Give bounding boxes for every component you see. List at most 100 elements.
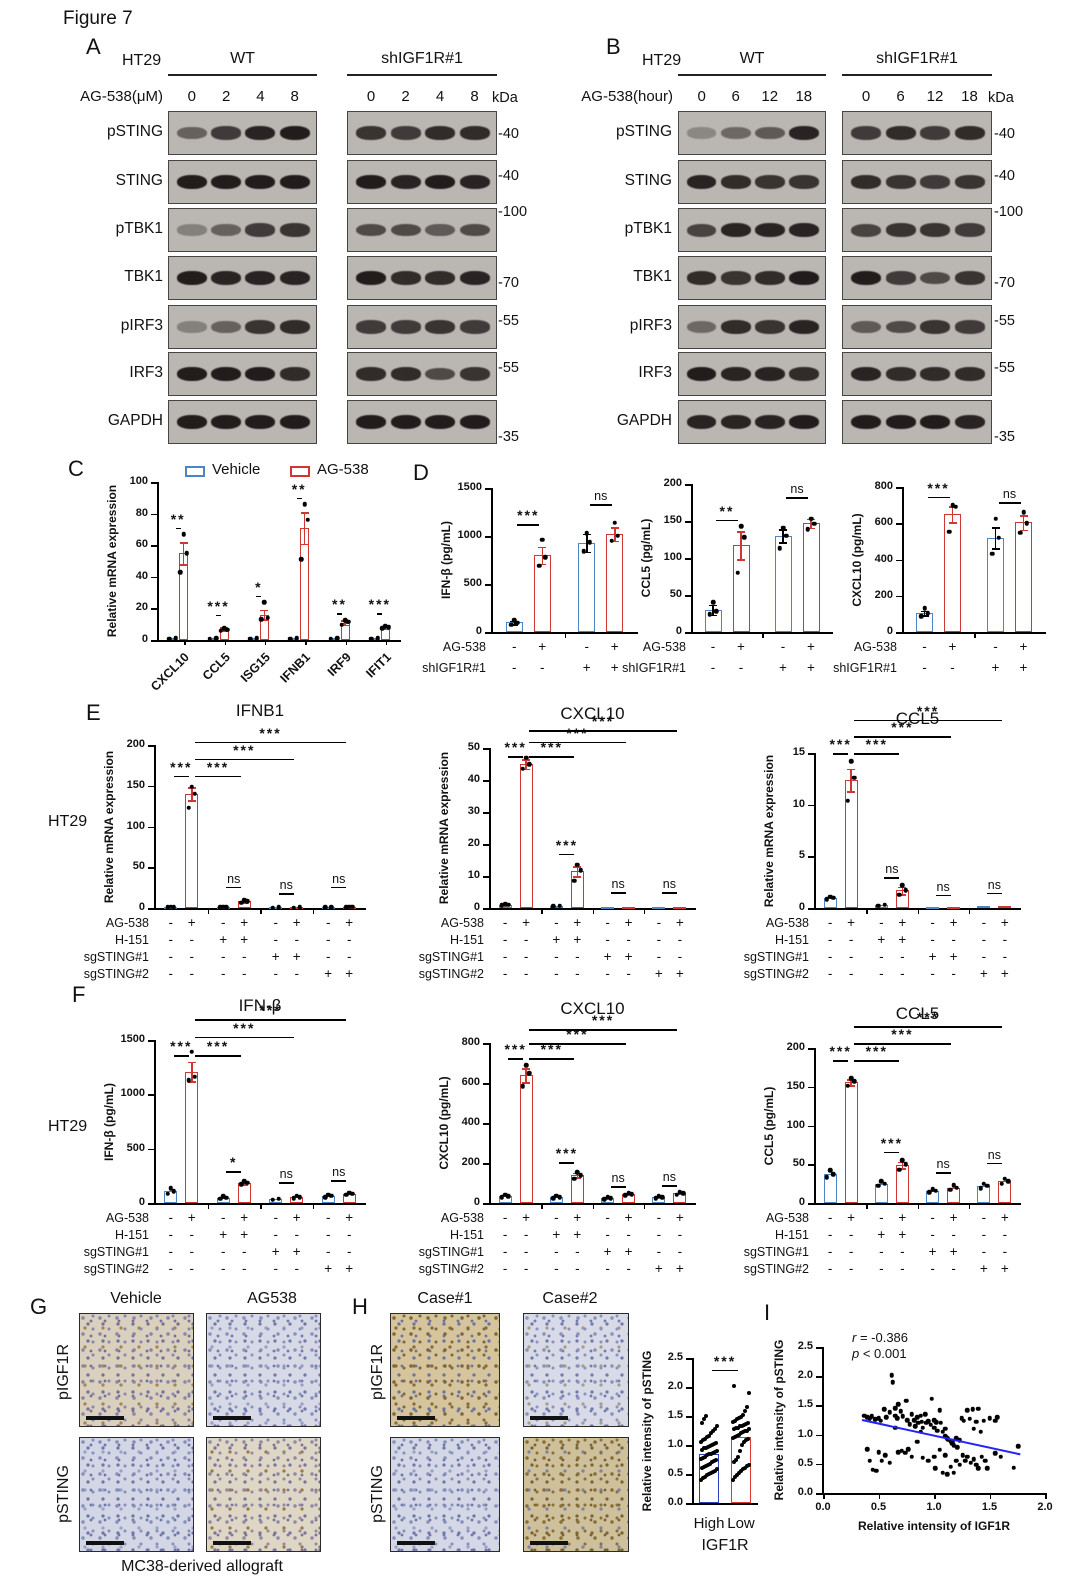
x-tick	[866, 1203, 868, 1209]
treatment-sign: -	[827, 949, 833, 964]
treatment-sign: -	[242, 966, 247, 981]
bar	[823, 1174, 837, 1203]
data-point	[502, 1192, 508, 1197]
treatment-row-label: sgSTING#1	[743, 950, 809, 964]
data-point	[970, 1407, 976, 1412]
data-point	[777, 546, 783, 551]
data-point	[713, 609, 719, 614]
data-point	[955, 1445, 960, 1450]
treatment-sign: -	[656, 949, 662, 964]
treatment-sign: +	[610, 660, 619, 675]
y-tick-label: 400	[874, 552, 893, 565]
blot-band	[920, 320, 950, 334]
blot-band	[245, 223, 276, 237]
data-point	[322, 1194, 328, 1200]
treatment-sign: -	[326, 932, 331, 947]
error-cap	[240, 1184, 249, 1186]
data-point	[165, 905, 170, 910]
error-cap	[538, 563, 547, 566]
x-tick-label: 0.0	[815, 1501, 831, 1513]
y-tick-label: 150	[126, 778, 145, 791]
blot-band	[720, 415, 751, 429]
y-tick-label: 0.0	[797, 1486, 813, 1498]
data-point	[920, 1425, 926, 1430]
data-point	[1005, 1179, 1011, 1184]
treatment-sign: -	[656, 1227, 662, 1242]
sig-label: ns	[279, 1167, 293, 1182]
data-point	[867, 1458, 872, 1464]
sig-label: ***	[555, 836, 579, 853]
y-tick-label: 10	[792, 797, 805, 810]
y-tick	[686, 1387, 692, 1389]
data-point	[329, 1193, 334, 1199]
g-row-label-pigf1r: pIGF1R	[55, 1343, 72, 1401]
data-point	[713, 1426, 717, 1431]
error-bar	[576, 1172, 579, 1178]
data-point	[747, 1462, 751, 1467]
treatment-sign: -	[168, 1261, 174, 1276]
y-tick	[148, 1040, 154, 1042]
y-tick-label: 200	[126, 738, 145, 750]
sig-line	[173, 775, 189, 778]
bar	[519, 1075, 533, 1203]
blot-band	[459, 126, 490, 140]
treatment-row-label: sgSTING#1	[743, 1245, 809, 1259]
blot-band	[851, 223, 881, 237]
y-tick-label: 2.0	[667, 1380, 683, 1392]
treatment-sign: +	[654, 966, 663, 981]
x-tick	[643, 908, 646, 914]
sig-label: ***	[368, 596, 392, 613]
chart-title: IFN-β	[238, 996, 282, 1015]
data-point	[933, 1420, 939, 1425]
blot-band	[245, 415, 276, 429]
bar	[601, 906, 615, 909]
blot-protein-label: STING	[115, 172, 163, 189]
treatment-row-label: sgSTING#1	[83, 950, 149, 964]
y-tick	[896, 523, 902, 525]
treatment-sign: -	[221, 1261, 226, 1276]
y-tick-label: 50	[792, 1157, 805, 1170]
blot-band	[754, 415, 785, 429]
treatment-sign: -	[677, 949, 683, 964]
treatment-row-label: sgSTING#1	[418, 950, 484, 964]
data-point	[731, 1477, 735, 1482]
error-cap	[847, 791, 856, 793]
sig-label: ns	[662, 1170, 676, 1184]
y-tick	[483, 1163, 489, 1165]
blot-band	[459, 367, 490, 381]
treatment-sign: +	[345, 1261, 354, 1276]
sig-label: ***	[170, 1038, 193, 1055]
data-point	[245, 899, 250, 904]
y-axis	[692, 1358, 694, 1504]
treatment-sign: +	[1019, 639, 1028, 654]
data-point	[887, 1460, 892, 1465]
treatment-row-label: sgSTING#2	[83, 967, 149, 981]
blot-band	[459, 271, 490, 285]
treatment-sign: +	[345, 915, 354, 930]
sig-label: ***	[566, 724, 589, 741]
panel-letter-i: I	[764, 1300, 771, 1325]
x-tick	[592, 1203, 594, 1209]
data-point	[575, 862, 580, 868]
y-tick-label: 200	[663, 477, 682, 489]
blot-band	[176, 321, 207, 333]
sig-line	[226, 1171, 242, 1173]
sig-label: *	[230, 1154, 238, 1171]
blot-band	[211, 415, 241, 429]
legend-swatch-vehicle	[185, 466, 205, 477]
ihc-image-h-psting-case1	[390, 1437, 500, 1552]
blot-band	[211, 367, 241, 381]
data-point	[872, 1417, 878, 1422]
treatment-sign: +	[979, 1261, 988, 1276]
error-cap	[610, 540, 619, 543]
error-bar	[994, 527, 997, 549]
error-bar	[541, 546, 543, 564]
sig-label: ***	[865, 736, 888, 752]
treatment-sign: +	[991, 660, 1000, 675]
y-tick	[483, 1083, 489, 1085]
blot-band	[390, 367, 421, 381]
data-point	[217, 1196, 223, 1201]
y-tick-label: 5	[798, 849, 805, 862]
treatment-sign: -	[554, 1261, 559, 1276]
data-point	[540, 537, 545, 543]
